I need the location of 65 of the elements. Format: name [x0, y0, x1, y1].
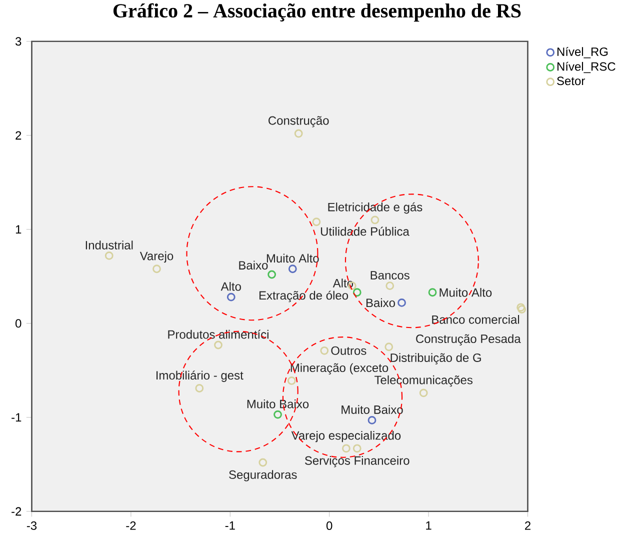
- annotation: Extração de óleo: [259, 290, 348, 302]
- y-tick-label: -2: [12, 507, 22, 516]
- chart-title: Gráfico 2 – Associação entre desempenho de RS: [113, 3, 521, 22]
- point: [152, 264, 161, 274]
- annotation: Baixo: [366, 298, 395, 308]
- x-tick-label: -2: [126, 521, 136, 530]
- point: [226, 292, 236, 302]
- annotation: Telecomunicações: [374, 375, 472, 387]
- annotation: Muito Alto: [266, 254, 319, 263]
- x-tick-label: 0: [326, 521, 332, 530]
- point: [352, 288, 362, 297]
- annotation: Construção: [268, 116, 329, 128]
- annotation: Distribuição de G: [390, 353, 481, 364]
- legend-label: Nível_RG: [557, 46, 608, 58]
- x-tick-label: -1: [225, 521, 235, 530]
- annotation: Banco comercial: [432, 315, 520, 324]
- point: [398, 298, 406, 307]
- point: [368, 416, 376, 424]
- legend-label: Setor: [557, 76, 585, 86]
- y-tick-label: 2: [16, 131, 22, 140]
- point: [312, 218, 321, 226]
- annotation: Seguradoras: [229, 470, 297, 482]
- point: [274, 410, 282, 419]
- point: [386, 282, 394, 290]
- y-tick-label: 3: [15, 37, 22, 46]
- point: [419, 388, 428, 398]
- y-tick-label: -1: [12, 413, 22, 422]
- point: [288, 264, 297, 274]
- point: [294, 129, 303, 138]
- annotation: Industrial: [86, 240, 133, 250]
- annotation: Mineração (exceto: [290, 363, 388, 374]
- x-tick-label: 1: [426, 521, 432, 530]
- x-tick-label: 2: [525, 521, 530, 530]
- annotation: Muito Baixo: [247, 399, 309, 408]
- annotation: Utilidade Pública: [320, 226, 410, 236]
- annotation: Muito Alto: [440, 288, 492, 297]
- annotation: Varejo: [140, 251, 174, 263]
- point: [195, 384, 204, 392]
- annotation: Outros: [331, 346, 366, 355]
- point: [384, 342, 394, 352]
- annotation: Varejo especializado: [291, 430, 401, 442]
- point: [214, 340, 222, 350]
- point: [516, 303, 525, 312]
- y-tick-label: 0: [15, 319, 22, 328]
- annotation: Baixo: [239, 260, 268, 270]
- annotation: Muito Baixo: [342, 405, 403, 414]
- point: [268, 270, 276, 279]
- point: [287, 376, 296, 385]
- annotation: Imobiliário - gest: [156, 370, 244, 382]
- point: [320, 346, 329, 355]
- point: [104, 252, 114, 260]
- point: [342, 444, 350, 453]
- point: [518, 305, 526, 314]
- annotation: Eletricidade e gás: [328, 202, 422, 214]
- annotation: Construção Pesada: [416, 334, 521, 346]
- point: [258, 458, 268, 467]
- legend-label: Nível_RSC: [557, 62, 616, 74]
- annotation: Alto: [220, 282, 241, 291]
- x-tick-label: -3: [26, 521, 37, 530]
- point: [370, 216, 380, 224]
- point: [428, 288, 437, 297]
- annotation: Serviços Financeiro: [304, 456, 410, 468]
- annotation: Bancos: [370, 271, 410, 280]
- y-tick-label: 1: [16, 225, 22, 234]
- point: [352, 444, 362, 453]
